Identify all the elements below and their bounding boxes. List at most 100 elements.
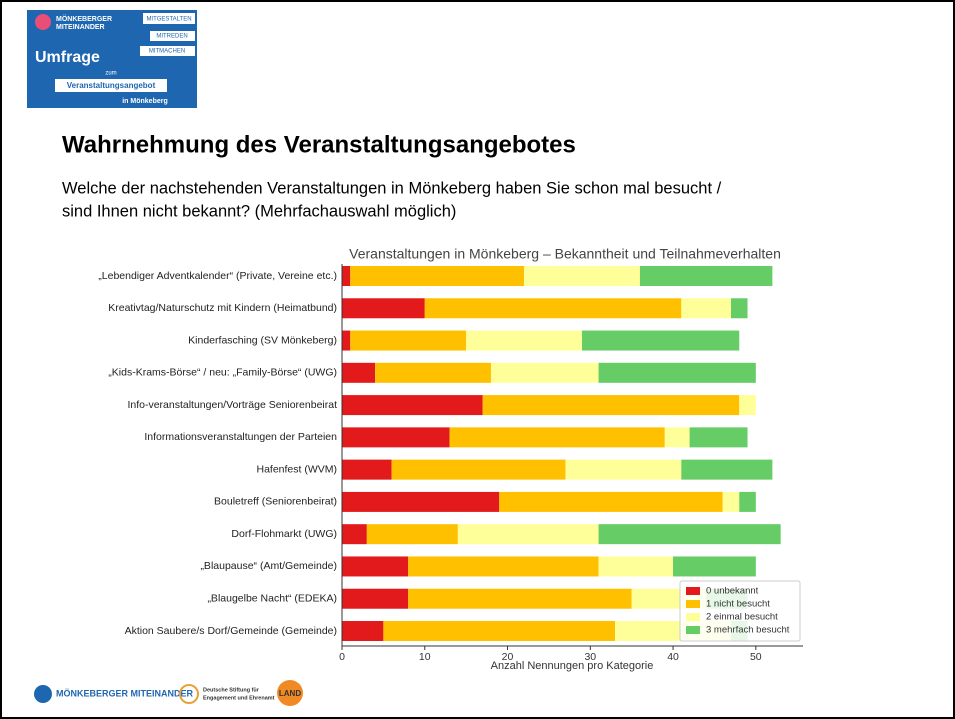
bar-segment <box>449 427 665 448</box>
bar-segment <box>342 556 409 577</box>
bar-segment <box>342 395 483 416</box>
bar-segment <box>664 427 690 448</box>
bar-segment <box>342 266 351 286</box>
bar-segment <box>482 395 740 416</box>
logo-sub: zum <box>105 71 116 77</box>
bar-segment <box>342 459 392 480</box>
legend-swatch <box>686 587 700 595</box>
bar-segment <box>342 621 384 641</box>
bar-segment <box>499 491 723 512</box>
bar-segment <box>375 362 491 383</box>
logo-banner-bg <box>55 79 167 92</box>
logo-brand: MÖNKEBERGER <box>56 14 112 23</box>
logo-title: Umfrage <box>35 49 100 66</box>
y-tick-label: Kinderfasching (SV Mönkeberg) <box>188 334 337 346</box>
bar-segment <box>565 459 682 480</box>
legend-swatch <box>686 626 700 634</box>
bar-segment <box>408 588 632 609</box>
y-tick-label: Kreativtag/Naturschutz mit Kindern (Heim… <box>108 302 337 314</box>
bar-segment <box>342 588 409 609</box>
x-tick-label: 20 <box>502 651 514 663</box>
bar-segment <box>739 395 756 416</box>
bar-segment <box>342 362 376 383</box>
bar-segment <box>350 266 525 286</box>
question: sind Ihnen nicht bekannt? (Mehrfachauswa… <box>62 202 456 220</box>
logo: MÖNKEBERGER MITEINANDER MITGESTALTEN MIT… <box>27 10 197 108</box>
y-tick-label: Informationsveranstaltungen der Parteien <box>144 431 337 443</box>
footer: MÖNKEBERGER MITEINANDER Deutsche Stiftun… <box>34 680 303 706</box>
bar-segment <box>342 330 351 351</box>
legend-label: 2 einmal besucht <box>706 612 778 623</box>
footer-land: LAND <box>279 689 301 698</box>
bar-segment <box>639 266 773 286</box>
legend-label: 0 unbekannt <box>706 586 759 597</box>
footer-foundation: Deutsche Stiftung für <box>203 687 260 693</box>
x-tick-label: 30 <box>584 651 596 663</box>
logo-tag: MITMACHEN <box>149 49 185 55</box>
heading: Wahrnehmung des Veranstaltungsangebotes <box>62 131 576 158</box>
logo-tag-bg <box>140 46 195 56</box>
x-tick-label: 50 <box>750 651 762 663</box>
logo-tag-bg <box>143 13 195 24</box>
footer-foundation: Engagement und Ehrenamt <box>203 695 275 701</box>
footer-brand: MÖNKEBERGER MITEINANDER <box>56 688 194 698</box>
legend-box <box>679 580 801 642</box>
chart-title: Veranstaltungen in Mönkeberg – Bekannthe… <box>349 246 781 262</box>
y-tick-label: „Blaupause“ (Amt/Gemeinde) <box>200 560 337 572</box>
y-tick-label: „Kids-Krams-Börse“ / neu: „Family-Börse“… <box>108 367 337 379</box>
y-tick-label: „Lebendiger Adventkalender“ (Private, Ve… <box>98 270 337 282</box>
logo-tag: MITGESTALTEN <box>146 17 191 23</box>
bar-segment <box>722 491 740 512</box>
bar-segment <box>598 362 756 383</box>
footer-land-bg <box>277 680 303 706</box>
y-tick-label: Info-veranstaltungen/Vorträge Seniorenbe… <box>127 399 337 411</box>
bar-segment <box>598 556 674 577</box>
footer-icon <box>179 684 199 704</box>
logo-icon <box>35 14 51 30</box>
bar-segment <box>466 330 583 351</box>
bar-segment <box>457 524 599 545</box>
bar-segment <box>739 491 756 512</box>
bar-segment <box>730 298 748 319</box>
logo-place: in Mönkeberg <box>122 98 168 105</box>
bar-segment <box>342 524 367 545</box>
y-tick-label: Aktion Saubere/s Dorf/Gemeinde (Gemeinde… <box>125 625 337 637</box>
bar-segment <box>342 427 450 448</box>
legend-swatch <box>686 613 700 621</box>
bar-segment <box>681 459 773 480</box>
bar-segment <box>391 459 566 480</box>
bar-segment <box>524 266 640 286</box>
logo-tag-bg <box>150 31 195 41</box>
bar-segment <box>673 556 756 577</box>
chart: Veranstaltungen in Mönkeberg – Bekannthe… <box>98 246 803 672</box>
bar-segment <box>582 330 740 351</box>
bar-segment <box>424 298 682 319</box>
bar-segment <box>342 491 500 512</box>
bar-segment <box>681 298 731 319</box>
bar-segment <box>383 621 616 641</box>
legend-label: 3 mehrfach besucht <box>706 625 790 636</box>
legend-swatch <box>686 600 700 608</box>
footer-icon <box>34 685 52 703</box>
bar-segment <box>689 427 748 448</box>
logo-banner: Veranstaltungsangebot <box>67 81 156 90</box>
x-axis-label: Anzahl Nennungen pro Kategorie <box>491 660 654 672</box>
question: Welche der nachstehenden Veranstaltungen… <box>62 179 722 197</box>
bar-segment <box>366 524 458 545</box>
bar-segment <box>350 330 467 351</box>
bar-segment <box>342 298 425 319</box>
bar-segment <box>490 362 599 383</box>
bar-segment <box>408 556 599 577</box>
y-tick-label: Bouletreff (Seniorenbeirat) <box>214 496 337 508</box>
x-tick-label: 0 <box>339 651 345 663</box>
x-tick-label: 10 <box>419 651 431 663</box>
y-tick-label: „Blaugelbe Nacht“ (EDEKA) <box>207 593 337 605</box>
bar-segment <box>598 524 781 545</box>
legend-label: 1 nicht besucht <box>706 599 770 610</box>
x-tick-label: 40 <box>667 651 679 663</box>
logo-tag: MITREDEN <box>156 34 187 40</box>
logo-brand: MITEINANDER <box>56 24 105 31</box>
y-tick-label: Dorf-Flohmarkt (UWG) <box>231 528 337 540</box>
